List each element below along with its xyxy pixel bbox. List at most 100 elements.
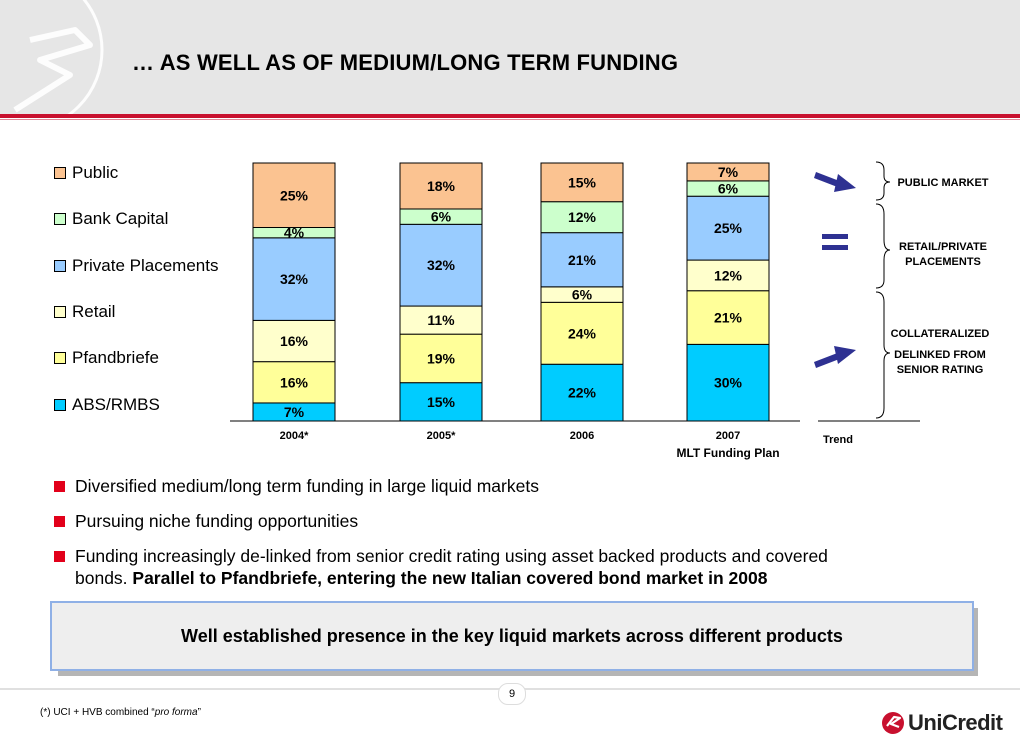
bar-segment: [399, 305, 483, 335]
x-tick-label: 2005*: [427, 430, 456, 442]
bullet-text-line1: Funding increasingly de-linked from seni…: [75, 546, 828, 566]
bullet-square-icon: [54, 551, 65, 562]
bar-segment: [399, 162, 483, 210]
bar-segment: [399, 333, 483, 384]
data-label: 7%: [284, 404, 305, 420]
bullet-text: Funding increasingly de-linked from seni…: [75, 545, 828, 589]
legend-swatch: [54, 260, 66, 272]
trend-axis-label: Trend: [823, 434, 853, 446]
data-label: 19%: [427, 350, 456, 366]
footnote-prefix: (*) UCI + HVB combined “: [40, 707, 155, 718]
legend-item-abs-rmbs: ABS/RMBS: [54, 395, 160, 415]
brand-name: UniCredit: [908, 710, 1003, 735]
page-title: … AS WELL AS OF MEDIUM/LONG TERM FUNDING: [132, 50, 679, 75]
header-red-line: [0, 114, 1020, 118]
legend-label: Retail: [72, 302, 116, 321]
data-label: 32%: [427, 257, 456, 273]
data-label: 4%: [284, 225, 305, 241]
legend-label: Pfandbriefe: [72, 348, 159, 367]
up-right-arrow-icon: [814, 172, 856, 192]
legend-swatch: [54, 306, 66, 318]
footnote-italic: pro forma: [154, 707, 198, 718]
trend-retail-label-1: RETAIL/PRIVATE: [899, 241, 987, 253]
brace-public-market: [875, 161, 891, 201]
bullet-text-line2-plain: bonds.: [75, 568, 133, 588]
data-label: 25%: [280, 187, 309, 203]
bullet-text-line2-bold: Parallel to Pfandbriefe, entering the ne…: [132, 568, 768, 588]
bar-segment: [399, 382, 483, 422]
x-tick-label: 2006: [570, 430, 594, 442]
bar-segment: [252, 361, 336, 404]
trend-collat-label-2: DELINKED FROM: [894, 349, 986, 361]
legend-label: ABS/RMBS: [72, 395, 160, 414]
bar-segment: [252, 319, 336, 363]
bullet-square-icon: [54, 516, 65, 527]
legend-swatch: [54, 352, 66, 364]
brand-logo: UniCredit: [880, 710, 1003, 736]
data-label: 30%: [714, 375, 743, 391]
header-thin-line: [0, 119, 1020, 120]
data-label: 15%: [568, 174, 597, 190]
data-label: 11%: [427, 312, 455, 328]
bar-segment: [399, 223, 483, 307]
data-label: 12%: [714, 267, 743, 283]
x-tick-sublabel: MLT Funding Plan: [676, 446, 779, 460]
trend-retail-label-2: PLACEMENTS: [905, 256, 981, 268]
data-label: 21%: [714, 310, 743, 326]
legend-label: Public: [72, 163, 119, 182]
data-label: 7%: [718, 164, 739, 180]
bar-segment: [540, 201, 624, 234]
brace-collateralized: [875, 291, 891, 419]
x-tick-label: 2007: [716, 430, 740, 442]
legend-item-public: Public: [54, 163, 118, 183]
x-tick-label: 2004*: [280, 430, 309, 442]
data-label: 22%: [568, 385, 597, 401]
data-label: 6%: [718, 181, 739, 197]
unicredit-logo-icon: [882, 712, 904, 734]
bar-segment: [686, 290, 770, 345]
data-label: 18%: [427, 178, 456, 194]
data-label: 21%: [568, 252, 597, 268]
equals-icon: [822, 234, 848, 250]
data-label: 32%: [280, 271, 309, 287]
bar-segment: [540, 363, 624, 422]
unicredit-swoosh-logo-icon: [13, 0, 104, 118]
bar-segment: [540, 232, 624, 288]
data-label: 24%: [568, 325, 597, 341]
header-band: [0, 0, 1020, 118]
trend-collat-label-3: SENIOR RATING: [897, 364, 984, 376]
brace-retail-private: [875, 203, 891, 289]
data-label: 12%: [568, 209, 597, 225]
data-label: 6%: [431, 209, 452, 225]
bullet-text: Diversified medium/long term funding in …: [75, 476, 539, 496]
bullet-text: Pursuing niche funding opportunities: [75, 511, 359, 531]
page-number: 9: [498, 683, 526, 705]
data-label: 16%: [280, 333, 309, 349]
legend-item-retail: Retail: [54, 302, 115, 322]
callout-box: Well established presence in the key liq…: [50, 601, 974, 671]
legend-label: Private Placements: [72, 256, 219, 275]
legend-swatch: [54, 167, 66, 179]
data-label: 6%: [572, 287, 593, 303]
legend-item-pfandbriefe: Pfandbriefe: [54, 348, 159, 368]
bar-segment: [540, 162, 624, 203]
legend-swatch: [54, 213, 66, 225]
data-label: 25%: [714, 220, 743, 236]
data-label: 16%: [280, 374, 309, 390]
bar-segment: [686, 195, 770, 261]
bar-segment: [252, 237, 336, 321]
legend-item-private-placements: Private Placements: [54, 256, 218, 276]
legend-label: Bank Capital: [72, 209, 169, 228]
data-label: 15%: [427, 394, 456, 410]
bar-segment: [252, 162, 336, 228]
bar-segment: [686, 343, 770, 422]
bullet-square-icon: [54, 481, 65, 492]
bar-segment: [686, 162, 770, 182]
trend-public-market-label: PUBLIC MARKET: [897, 177, 988, 189]
legend-item-bank-capital: Bank Capital: [54, 209, 168, 229]
footnote: (*) UCI + HVB combined “pro forma”: [40, 707, 201, 718]
stacked-bar-chart: 7% 16% 16% 32% 4% 25% 2004* 15% 19% 11% 32% 6% 18% 20…: [230, 161, 989, 460]
legend-swatch: [54, 399, 66, 411]
footnote-suffix: ”: [197, 707, 201, 718]
up-right-arrow-icon: [814, 346, 856, 368]
